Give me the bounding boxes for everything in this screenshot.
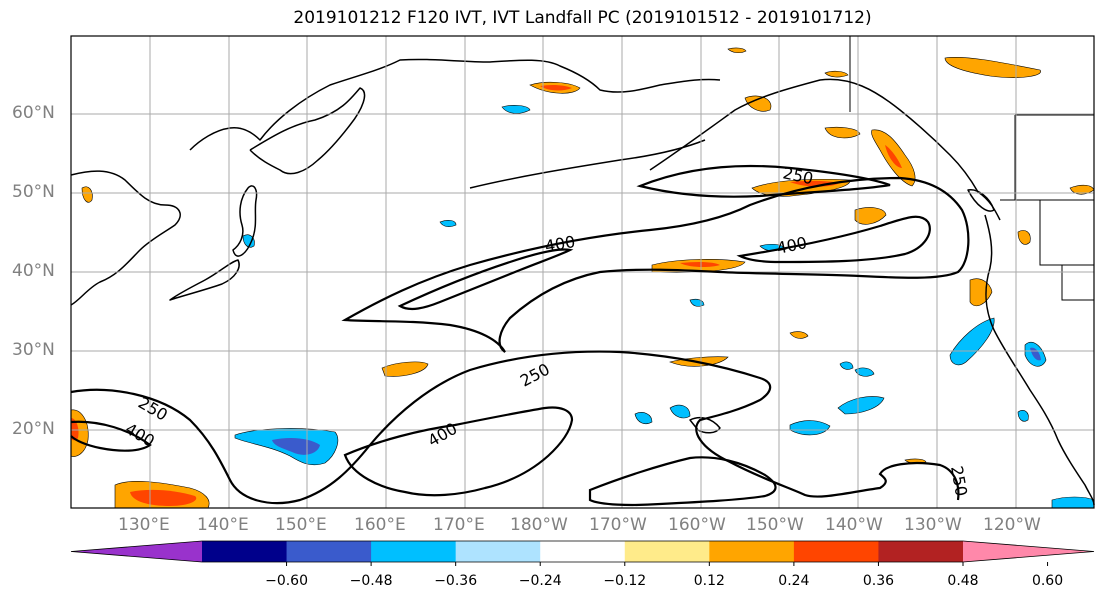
hawaiian-islands (689, 416, 721, 434)
ivt-contour-400-east (736, 215, 931, 264)
lon-label: 150°E (275, 515, 327, 535)
positive-anomaly-patch (71, 418, 79, 441)
shaded-anomaly-layer (70, 47, 1095, 509)
positive-anomaly-patch (1017, 230, 1031, 245)
positive-anomaly-patch (944, 57, 1041, 78)
lon-label: 170°E (433, 515, 485, 535)
vancouver-island (967, 189, 995, 212)
gridlines (71, 36, 1094, 508)
colorbar-bin (540, 541, 626, 562)
colorbar-tick-label: −0.12 (603, 573, 647, 589)
colorbar-bin (371, 541, 457, 562)
negative-anomaly-patch (839, 361, 854, 370)
colorbar-tick-label: 0.24 (778, 573, 810, 589)
plot-frame (70, 35, 1095, 509)
japan-coastline (232, 185, 258, 257)
lon-label: 140°E (197, 515, 249, 535)
colorbar-tick-label: −0.60 (265, 573, 308, 589)
colorbar-bin (709, 541, 795, 562)
ivt-contour-250-south (70, 350, 960, 505)
colorbar-tick-label: −0.24 (518, 573, 562, 589)
positive-anomaly-patch (744, 95, 772, 112)
negative-anomaly-patch (949, 317, 995, 366)
coastlines (70, 58, 1095, 506)
ivt-contour-400-south (70, 420, 152, 452)
lon-label: 170°W (589, 515, 647, 535)
colorbar-bin (286, 541, 372, 562)
positive-anomaly-patch (680, 261, 720, 268)
colorbar-segments (70, 540, 1095, 566)
positive-anomaly-patch (130, 489, 197, 506)
colorbar-extend-min (71, 541, 202, 562)
aleutian-chain (469, 139, 706, 189)
negative-anomaly-patch (439, 220, 457, 227)
colorbar-tick-label: 0.60 (1031, 573, 1064, 589)
positive-anomaly-patch (790, 180, 840, 187)
colorbar-tick-label: 0.36 (862, 573, 895, 589)
ivt-contour-250-north (341, 176, 970, 353)
ivt-contour-400-north (397, 248, 574, 311)
negative-anomaly-patch (669, 404, 691, 419)
negative-anomaly-patch (789, 420, 831, 436)
ivt-contours (70, 164, 970, 507)
positive-anomaly-patch (727, 47, 747, 54)
colorbar-bin (202, 541, 288, 562)
colorbar-bin (878, 541, 964, 562)
kamchatka-coastline (249, 87, 366, 175)
negative-anomaly-patch (501, 105, 531, 114)
north-america-west-coast (984, 214, 1095, 506)
lat-label: 40°N (12, 261, 55, 281)
colorbar-outline (70, 540, 1095, 563)
negative-anomaly-patch (854, 367, 875, 377)
province-border (1014, 114, 1094, 200)
lon-label: 140°W (825, 515, 883, 535)
colorbar-tick-label: −0.36 (434, 573, 478, 589)
positive-anomaly-patch (789, 331, 809, 339)
ivt-contour-400-south-mid (343, 406, 574, 497)
negative-anomaly-patch (242, 234, 255, 248)
lon-label: 130°E (118, 515, 170, 535)
colorbar-tick-label: −0.48 (349, 573, 393, 589)
lon-label: 130°W (904, 515, 962, 535)
lat-label: 60°N (12, 103, 55, 123)
colorbar-tick-label: 0.12 (693, 573, 725, 589)
ivt-contour-400-south-east (588, 456, 777, 507)
negative-anomaly-patch (1017, 410, 1029, 422)
colorbar-tick-label: 0.48 (947, 573, 979, 589)
lat-label: 30°N (12, 340, 55, 360)
lon-label: 120°W (983, 515, 1041, 535)
colorbar-extend-max (963, 541, 1094, 562)
lon-label: 160°W (668, 515, 726, 535)
lon-label: 150°W (746, 515, 804, 535)
lat-label: 20°N (12, 419, 55, 439)
state-border (1039, 200, 1094, 301)
colorbar-bin (455, 541, 541, 562)
positive-anomaly-patch (540, 84, 572, 91)
positive-anomaly-patch (381, 361, 429, 377)
japan-island-coastline (169, 259, 240, 301)
map-panel: 250 400 400 250 400 250 400 250 (70, 35, 1095, 509)
map-title: 2019101212 F120 IVT, IVT Landfall PC (20… (293, 8, 872, 28)
positive-anomaly-patch (854, 207, 887, 225)
negative-anomaly-patch (272, 437, 320, 455)
positive-anomaly-patch (824, 70, 849, 78)
positive-anomaly-patch (885, 145, 902, 168)
asia-coastline (70, 170, 181, 306)
lon-label: 160°E (354, 515, 406, 535)
negative-anomaly-patch (1051, 496, 1095, 509)
colorbar-bin (793, 541, 879, 562)
lat-label: 50°N (12, 182, 55, 202)
negative-anomaly-patch (837, 396, 885, 415)
positive-anomaly-patch (824, 126, 861, 139)
positive-anomaly-patch (81, 186, 93, 203)
lon-label: 180°W (510, 515, 568, 535)
colorbar-bin (624, 541, 710, 562)
ivt-contour-250-gulf (636, 164, 891, 198)
negative-anomaly-patch (634, 412, 653, 425)
